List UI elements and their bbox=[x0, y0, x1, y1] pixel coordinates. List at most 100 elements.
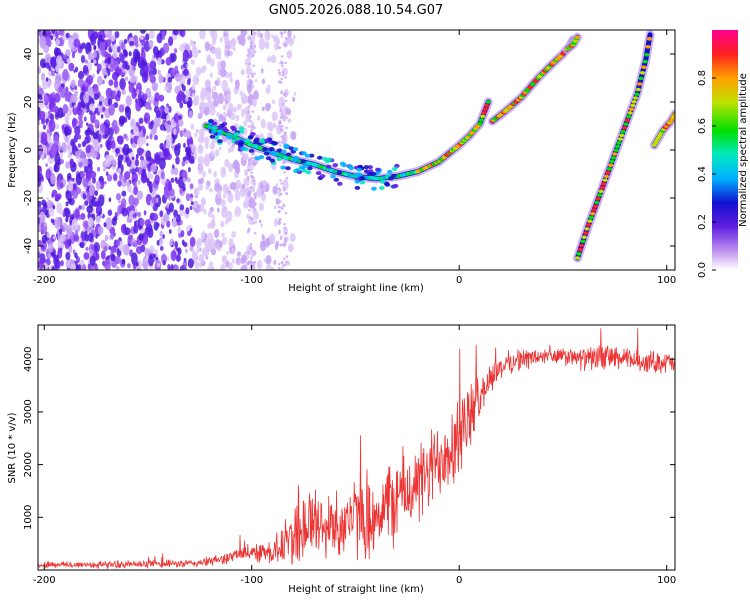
spectrogram-noise-speckle bbox=[39, 110, 46, 121]
spectrogram-band-speckle bbox=[252, 64, 256, 67]
spectrogram-noise-speckle bbox=[191, 144, 197, 154]
spectrogram-noise-speckle bbox=[110, 35, 116, 42]
spectrogram-noise-speckle bbox=[226, 210, 233, 223]
spectrogram-ridge-blob bbox=[601, 182, 607, 186]
spectrogram-noise-speckle bbox=[87, 232, 94, 243]
spectrogram-noise-speckle bbox=[70, 263, 77, 270]
spectrogram-noise-speckle bbox=[74, 66, 79, 73]
spectrogram-ridge-blob bbox=[605, 170, 611, 175]
spectrogram-noise-speckle bbox=[173, 167, 179, 176]
spectrogram-noise-speckle bbox=[186, 177, 191, 183]
spectrogram-noise-speckle bbox=[104, 30, 109, 36]
spectrogram-noise-speckle bbox=[194, 188, 198, 196]
spectrogram-noise-speckle bbox=[159, 142, 164, 150]
spectrogram-noise-speckle bbox=[113, 173, 118, 181]
spectrogram-noise-speckle bbox=[174, 176, 178, 182]
spectrogram-noise-speckle bbox=[85, 102, 90, 110]
spectrogram-noise-speckle bbox=[83, 92, 90, 104]
spectrogram-noise-speckle bbox=[97, 226, 104, 235]
spectrogram-noise-speckle bbox=[229, 50, 233, 57]
spectrogram-noise-speckle bbox=[261, 78, 266, 85]
spectrogram-noise-speckle bbox=[75, 173, 82, 186]
spectrogram-noise-speckle bbox=[231, 231, 237, 238]
spectrogram-noise-speckle bbox=[229, 112, 236, 121]
spectrogram-band-speckle bbox=[284, 237, 287, 241]
spectrogram-noise-speckle bbox=[241, 254, 247, 264]
spectrogram-noise-speckle bbox=[138, 233, 144, 241]
spectrogram-noise-speckle bbox=[258, 37, 266, 51]
spectrogram-noise-speckle bbox=[80, 55, 86, 64]
spectrogram-noise-speckle bbox=[155, 256, 159, 261]
spectrogram-noise-speckle bbox=[185, 193, 191, 202]
spectrogram-ridge-blob bbox=[631, 99, 637, 104]
spectrogram-noise-speckle bbox=[265, 255, 272, 265]
spectrogram-ridge-blob bbox=[477, 121, 483, 126]
spectrogram-band-speckle bbox=[253, 195, 257, 199]
spectrogram-noise-speckle bbox=[234, 79, 240, 89]
spectrogram-noise-speckle bbox=[165, 124, 171, 134]
spectrogram-noise-speckle bbox=[83, 116, 87, 122]
spectrogram-noise-speckle bbox=[139, 218, 145, 227]
spectrogram-band-speckle bbox=[284, 61, 287, 65]
spectrogram-noise-speckle bbox=[211, 138, 216, 143]
spectrogram-noise-speckle bbox=[65, 251, 71, 261]
spectrogram-noise-speckle bbox=[140, 50, 146, 61]
spectrogram-noise-speckle bbox=[135, 261, 139, 267]
spectrogram-noise-speckle bbox=[49, 166, 53, 171]
spectrogram-noise-speckle bbox=[218, 56, 222, 60]
spectrogram-ridge-smear bbox=[354, 179, 361, 184]
spectrogram-noise-speckle bbox=[158, 94, 165, 102]
spectrogram-noise-speckle bbox=[210, 248, 217, 256]
spectrogram-noise-speckle bbox=[222, 104, 227, 111]
spectrogram-noise-speckle bbox=[254, 79, 258, 83]
spectrogram-noise-speckle bbox=[211, 30, 218, 41]
spectrogram-noise-speckle bbox=[224, 159, 230, 168]
spectrogram-noise-speckle bbox=[158, 157, 166, 170]
spectrogram-noise-speckle bbox=[54, 259, 61, 269]
spectrogram-noise-speckle bbox=[40, 244, 46, 250]
spectrogram-noise-speckle bbox=[264, 30, 271, 41]
spectrogram-ridge-smear bbox=[240, 146, 246, 151]
spectrogram-noise-speckle bbox=[59, 152, 64, 159]
spectrogram-y-tick-label: 20 bbox=[23, 96, 34, 109]
spectrogram-noise-speckle bbox=[256, 30, 261, 38]
spectrogram-noise-speckle bbox=[99, 41, 106, 52]
spectrogram-ridge-blob bbox=[639, 71, 646, 75]
spectrogram-noise-speckle bbox=[206, 100, 213, 110]
spectrogram-ridge-smear bbox=[276, 156, 283, 161]
spectrogram-noise-speckle bbox=[100, 179, 105, 185]
spectrogram-ridge-blob bbox=[608, 163, 614, 167]
spectrogram-band-speckle bbox=[277, 205, 281, 209]
spectrogram-ridge-blob bbox=[635, 87, 641, 92]
spectrogram-noise-speckle bbox=[92, 139, 100, 151]
spectrogram-noise-speckle bbox=[159, 210, 164, 218]
spectrogram-noise-speckle bbox=[117, 204, 123, 215]
spectrogram-noise-speckle bbox=[162, 260, 166, 266]
spectrogram-noise-speckle bbox=[93, 45, 97, 50]
spectrogram-ridge-blob bbox=[627, 111, 633, 115]
spectrogram-noise-speckle bbox=[104, 259, 111, 270]
snr-x-tick-label: 100 bbox=[657, 575, 676, 586]
spectrogram-noise-speckle bbox=[82, 177, 90, 188]
spectrogram-noise-speckle bbox=[46, 93, 50, 97]
spectrogram-noise-speckle bbox=[215, 47, 222, 59]
spectrogram-band-speckle bbox=[282, 257, 286, 260]
spectrogram-noise-speckle bbox=[61, 141, 67, 153]
spectrogram-band-speckle bbox=[249, 44, 253, 48]
spectrogram-noise-speckle bbox=[65, 86, 69, 92]
spectrogram-noise-speckle bbox=[187, 258, 194, 269]
spectrogram-noise-speckle bbox=[87, 217, 94, 228]
spectrogram-noise-speckle bbox=[77, 78, 85, 88]
spectrogram-band-speckle bbox=[284, 211, 288, 215]
spectrogram-noise-speckle bbox=[239, 90, 243, 96]
spectrogram-band-speckle bbox=[280, 243, 283, 247]
spectrogram-band-speckle bbox=[249, 260, 252, 263]
spectrogram-y-tick-label: -20 bbox=[23, 190, 34, 206]
spectrogram-band-speckle bbox=[249, 115, 252, 118]
spectrogram-noise-speckle bbox=[82, 220, 89, 229]
spectrogram-noise-speckle bbox=[177, 142, 181, 150]
spectrogram-band-speckle bbox=[249, 120, 253, 123]
spectrogram-noise-speckle bbox=[226, 50, 231, 57]
spectrogram-noise-speckle bbox=[143, 210, 147, 216]
spectrogram-noise-speckle bbox=[114, 211, 118, 218]
